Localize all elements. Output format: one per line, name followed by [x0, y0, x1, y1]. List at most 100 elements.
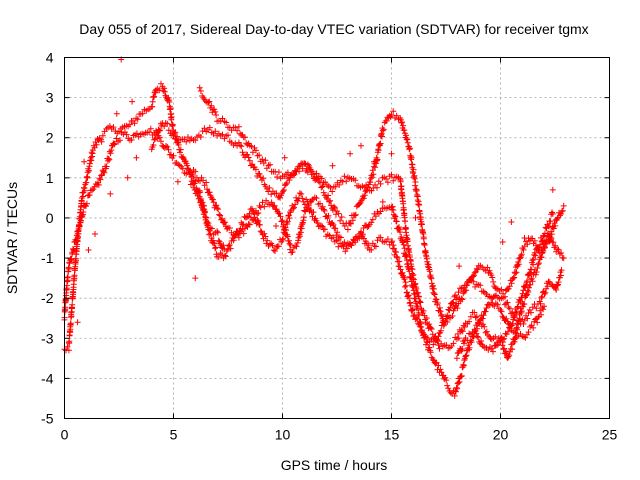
series-track-1	[61, 80, 227, 354]
data-point	[205, 220, 212, 227]
series-track-3	[148, 120, 556, 352]
data-point	[374, 184, 380, 191]
data-point	[151, 136, 158, 143]
data-point	[549, 209, 555, 216]
data-point	[286, 215, 293, 222]
data-point	[285, 237, 292, 244]
data-point	[367, 175, 374, 182]
data-point	[538, 311, 545, 318]
data-point	[416, 202, 423, 208]
data-point	[475, 334, 482, 341]
data-point	[163, 143, 169, 149]
data-point	[291, 204, 298, 211]
data-point	[540, 243, 547, 250]
data-point	[203, 179, 210, 186]
data-point	[513, 269, 520, 276]
data-point	[458, 372, 465, 379]
data-point	[272, 248, 278, 254]
data-point	[64, 343, 71, 350]
data-point	[283, 227, 289, 234]
data-point	[139, 110, 146, 117]
data-point	[515, 261, 522, 268]
data-point	[64, 274, 71, 280]
data-point	[555, 279, 562, 286]
data-point	[219, 215, 226, 222]
data-point	[245, 154, 252, 161]
data-point	[459, 328, 466, 335]
data-point	[315, 178, 322, 185]
data-point	[238, 143, 245, 150]
data-point	[433, 296, 440, 303]
data-point	[246, 157, 253, 164]
data-point	[156, 87, 163, 94]
data-point	[559, 207, 566, 214]
data-point	[253, 147, 259, 154]
data-point	[209, 196, 216, 202]
data-point	[165, 146, 172, 153]
data-point	[107, 190, 114, 197]
data-point	[254, 217, 261, 224]
data-point	[329, 188, 336, 195]
data-point	[192, 137, 199, 144]
data-point	[510, 316, 517, 323]
data-point	[392, 213, 399, 220]
data-point	[455, 289, 462, 296]
data-point	[547, 218, 554, 225]
data-point	[384, 236, 391, 243]
data-point	[466, 318, 473, 325]
data-point	[390, 177, 397, 184]
data-point	[298, 191, 305, 197]
data-point	[550, 239, 557, 246]
data-point	[417, 299, 424, 306]
data-point	[406, 145, 413, 152]
y-tick-label: -5	[41, 411, 54, 427]
data-point	[81, 158, 88, 165]
data-point	[466, 344, 473, 351]
data-point	[111, 141, 117, 148]
data-point	[423, 315, 430, 321]
data-point	[530, 324, 537, 331]
data-point	[244, 151, 251, 158]
data-point	[200, 177, 207, 184]
data-point	[167, 105, 174, 111]
data-point	[414, 193, 421, 200]
data-point	[504, 299, 511, 306]
data-point	[510, 312, 517, 319]
data-point	[328, 202, 335, 209]
data-point	[156, 127, 163, 134]
data-point	[507, 323, 514, 329]
data-point	[374, 156, 381, 163]
data-point	[84, 174, 91, 181]
data-point	[404, 139, 411, 146]
data-point	[493, 342, 500, 349]
data-point	[70, 247, 77, 254]
data-point	[185, 165, 191, 172]
data-point	[263, 197, 270, 204]
data-point	[402, 218, 409, 225]
data-point	[460, 362, 467, 369]
data-point	[446, 307, 453, 314]
data-point	[227, 245, 234, 252]
data-point	[404, 136, 411, 143]
data-point	[223, 119, 230, 126]
data-point	[519, 290, 526, 297]
data-point	[455, 379, 462, 386]
data-point	[371, 158, 378, 165]
y-axis-label: SDTVAR / TECUs	[4, 182, 20, 294]
data-point	[436, 304, 443, 311]
data-point	[554, 215, 561, 222]
data-point	[337, 217, 344, 224]
data-point	[83, 200, 90, 207]
data-point	[234, 127, 241, 134]
data-point	[435, 333, 442, 340]
data-point	[543, 238, 550, 245]
data-point	[426, 321, 433, 328]
data-point	[367, 179, 374, 186]
data-point	[65, 265, 72, 272]
data-point	[540, 247, 547, 254]
data-point	[196, 84, 203, 91]
data-point	[453, 384, 460, 391]
data-point	[256, 152, 263, 159]
data-point	[219, 115, 226, 122]
data-point	[403, 232, 410, 239]
